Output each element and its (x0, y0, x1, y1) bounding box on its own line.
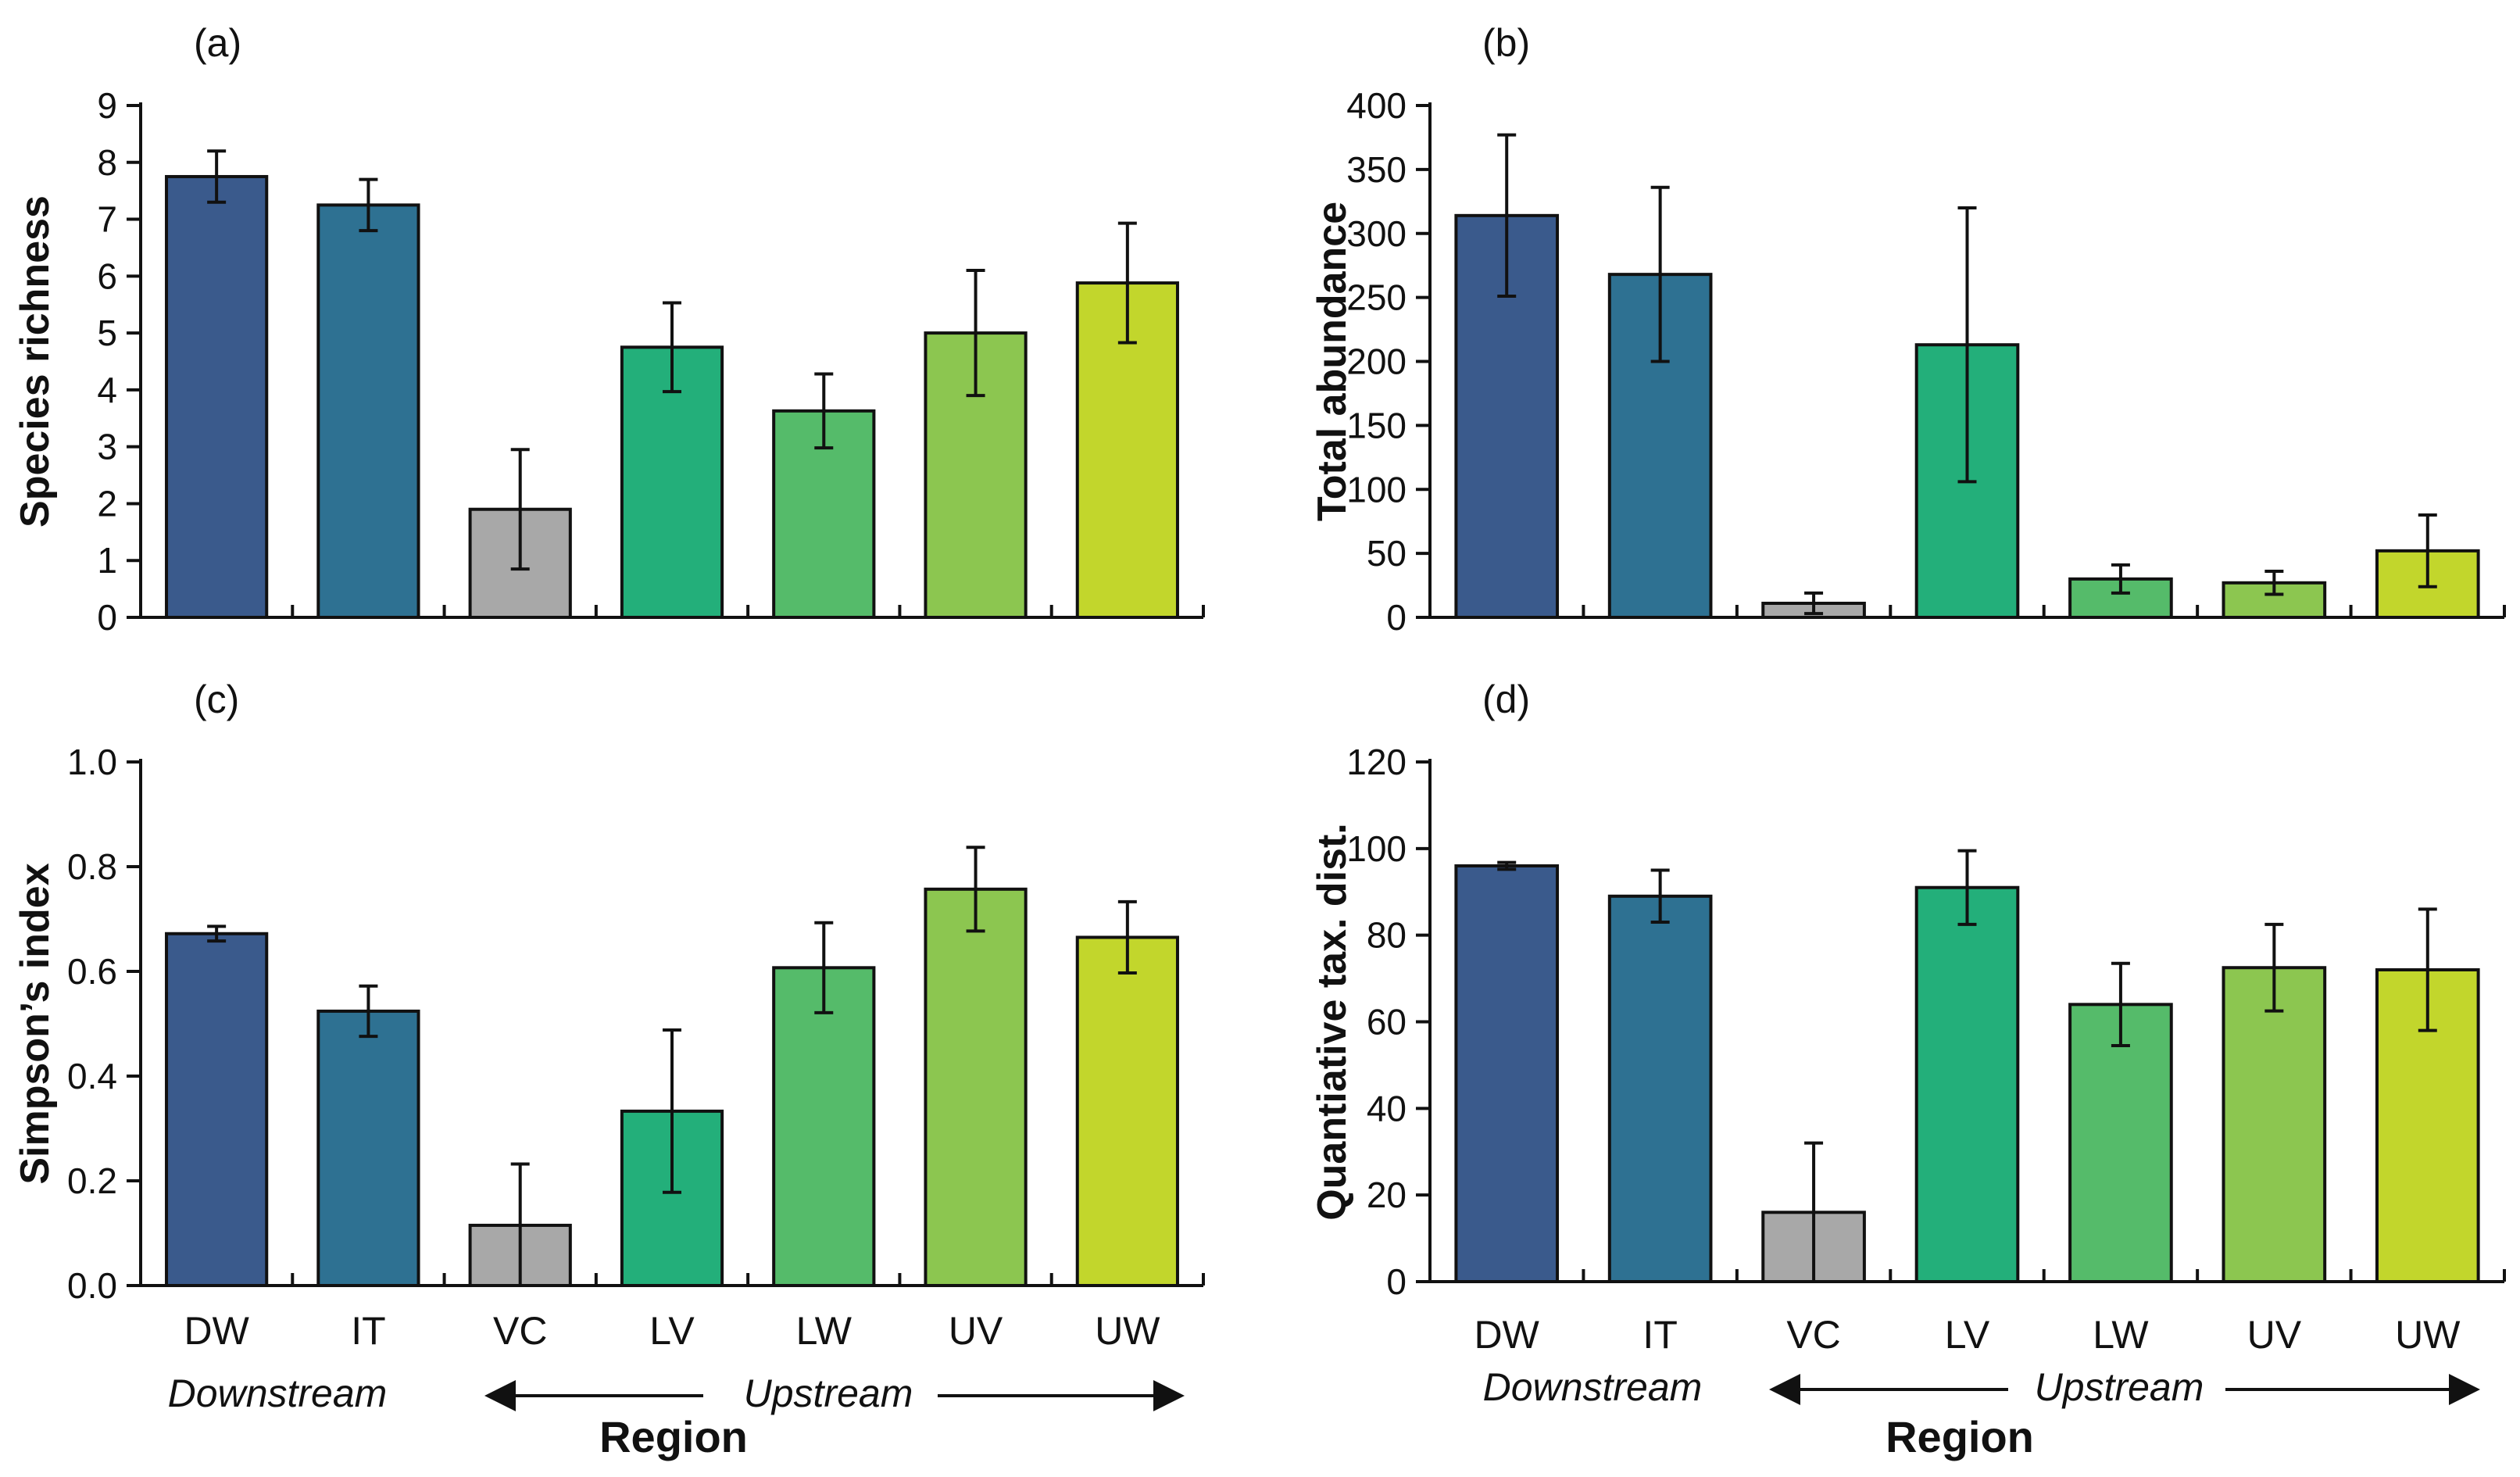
x-tick-label: DW (184, 1309, 249, 1353)
panel-d: (d) Quantiative tax. dist. 0 20 40 60 80 100 120… (1310, 678, 2506, 1357)
bar-dw (165, 174, 269, 619)
region-annotation-left: Downstream Upstream Region (168, 1372, 1185, 1461)
x-tick-label: LV (1945, 1313, 1990, 1357)
bar-lw (2068, 1003, 2173, 1284)
x-tick-label: UV (2247, 1313, 2302, 1357)
region-annotation-right: Downstream Upstream Region (1483, 1365, 2480, 1461)
y-tick-label: 200 (1346, 342, 1407, 382)
bar-lw (772, 966, 876, 1288)
bar-uv (924, 887, 1028, 1288)
y-tick-label: 250 (1346, 277, 1407, 318)
y-tick-label: 0.8 (67, 846, 117, 887)
x-tick-label: UW (1095, 1309, 1160, 1353)
x-tick-label: IT (351, 1309, 385, 1353)
y-tick-label: 400 (1346, 85, 1407, 126)
bar-dw (1454, 864, 1560, 1283)
x-tick-label: DW (1474, 1313, 1540, 1357)
x-tick-label: VC (493, 1309, 547, 1353)
y-tick-label: 0 (1386, 597, 1407, 638)
x-tick-label: VC (1786, 1313, 1840, 1357)
x-tick-label: UW (2395, 1313, 2461, 1357)
y-tick-label: 0.2 (67, 1160, 117, 1201)
bar-uv (2222, 966, 2327, 1283)
y-tick-label: 8 (97, 142, 117, 183)
downstream-label: Downstream (168, 1372, 388, 1415)
y-tick-label: 300 (1346, 213, 1407, 254)
bar-it (316, 203, 420, 620)
y-tick-label: 1.0 (67, 742, 117, 782)
y-tick-label: 9 (97, 85, 117, 126)
x-tick-label: LW (2093, 1313, 2149, 1357)
bar-dw (165, 932, 269, 1287)
upstream-label: Upstream (744, 1372, 913, 1415)
downstream-label: Downstream (1483, 1365, 1703, 1409)
y-tick-label: 7 (97, 199, 117, 240)
y-tick-label: 3 (97, 427, 117, 467)
panel-label: (b) (1482, 21, 1530, 65)
x-tick-label: IT (1642, 1313, 1677, 1357)
y-tick-label: 150 (1346, 405, 1407, 445)
bar-uw (1075, 935, 1179, 1287)
panel-c: (c) Simpson’s index 0.0 0.2 0.4 0.6 0.8 1.0 DW IT… (13, 678, 1205, 1353)
y-tick-label: 80 (1367, 915, 1407, 956)
y-tick-label: 0 (1386, 1261, 1407, 1302)
x-axis-label-left: Region (599, 1412, 748, 1461)
panel-a: (a) Species richness 0 1 2 3 4 5 6 7 8 9 (13, 21, 1205, 638)
y-tick-label: 50 (1367, 533, 1407, 574)
y-tick-label: 0 (97, 597, 117, 638)
bar-it (1607, 894, 1713, 1283)
y-tick-label: 4 (97, 370, 117, 410)
y-tick-label: 0.0 (67, 1265, 117, 1306)
x-tick-label: UV (949, 1309, 1003, 1353)
y-tick-label: 100 (1346, 828, 1407, 869)
bar-it (316, 1009, 420, 1288)
y-tick-label: 0.4 (67, 1056, 117, 1096)
y-axis-label: Quantiative tax. dist. (1310, 823, 1355, 1221)
bar-lv (1914, 885, 2020, 1284)
y-tick-label: 120 (1346, 742, 1407, 782)
y-axis-label: Species richness (13, 195, 58, 528)
y-tick-label: 20 (1367, 1175, 1407, 1215)
panel-label: (d) (1482, 678, 1530, 721)
x-axis-label-right: Region (1886, 1412, 2034, 1461)
y-tick-label: 2 (97, 483, 117, 524)
y-tick-label: 5 (97, 313, 117, 353)
y-tick-label: 100 (1346, 469, 1407, 510)
panel-label: (c) (194, 678, 239, 721)
y-tick-label: 6 (97, 256, 117, 296)
panel-label: (a) (194, 21, 241, 65)
x-tick-label: LV (649, 1309, 695, 1353)
upstream-label: Upstream (2035, 1365, 2204, 1409)
y-tick-label: 60 (1367, 1002, 1407, 1042)
y-axis-label: Simpson’s index (13, 863, 58, 1184)
panel-b: (b) Total abundance 0 50 100 150 200 250 300 350 4… (1310, 21, 2506, 638)
x-tick-label: LW (796, 1309, 853, 1353)
y-tick-label: 1 (97, 540, 117, 581)
y-tick-label: 350 (1346, 149, 1407, 190)
y-axis-label: Total abundance (1310, 202, 1355, 521)
y-tick-label: 40 (1367, 1088, 1407, 1128)
y-tick-label: 0.6 (67, 951, 117, 992)
